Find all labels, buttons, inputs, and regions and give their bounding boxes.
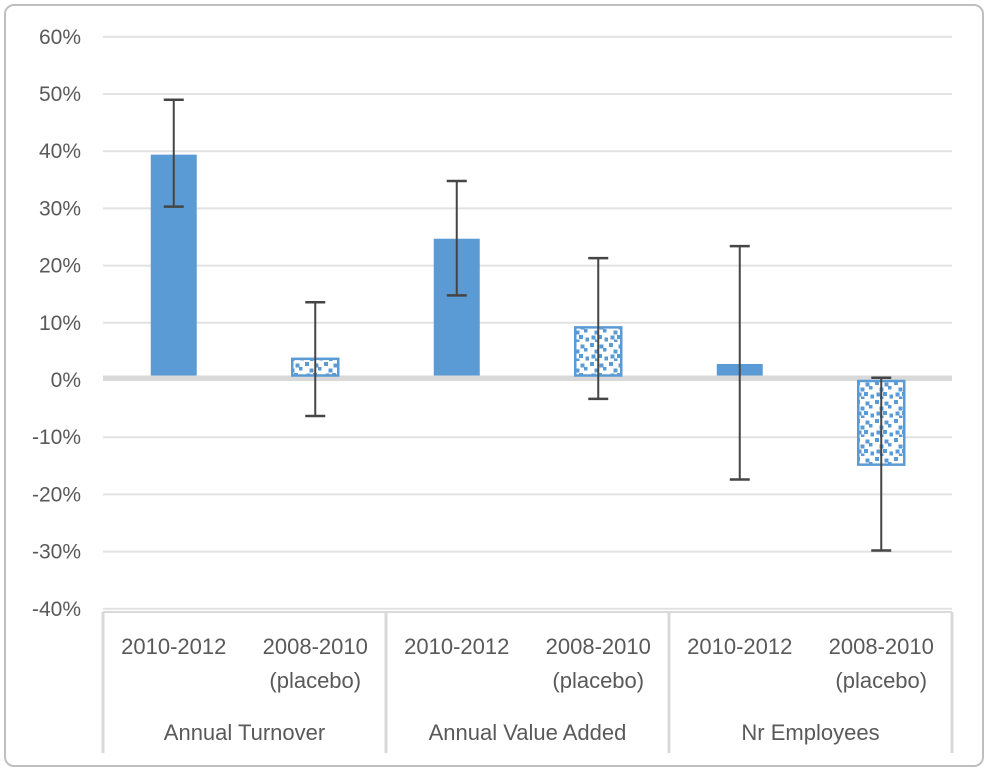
error-bar-annual-value-added-2008-2010-placebo- xyxy=(588,256,609,401)
y-tick-label: -20% xyxy=(32,483,81,506)
period-label: (placebo) xyxy=(552,668,644,693)
group-label-annual-turnover: Annual Turnover xyxy=(164,720,325,745)
error-bar-nr-employees-2008-2010-placebo- xyxy=(871,376,892,552)
error-bar-annual-value-added-2010-2012 xyxy=(446,179,467,297)
y-tick-label: -10% xyxy=(32,426,81,449)
y-tick-label: 60% xyxy=(39,26,81,49)
error-bar-annual-turnover-2008-2010-placebo- xyxy=(305,300,326,418)
y-tick-label: 0% xyxy=(51,369,81,392)
period-label: (placebo) xyxy=(835,668,927,693)
period-label: 2008-2010 xyxy=(263,634,368,659)
period-label: (placebo) xyxy=(269,668,361,693)
zero-axis-line xyxy=(103,375,952,381)
y-tick-label: 40% xyxy=(39,140,81,163)
y-tick-label: 10% xyxy=(39,312,81,335)
y-tick-label: 30% xyxy=(39,197,81,220)
period-label: 2008-2010 xyxy=(829,634,934,659)
y-tick-label: 50% xyxy=(39,83,81,106)
period-label: 2010-2012 xyxy=(687,634,792,659)
y-tick-label: -30% xyxy=(32,541,81,564)
group-label-nr-employees: Nr Employees xyxy=(741,720,879,745)
period-label: 2010-2012 xyxy=(121,634,226,659)
error-bar-annual-turnover-2010-2012 xyxy=(163,98,184,208)
y-tick-label: 20% xyxy=(39,255,81,278)
group-label-annual-value-added: Annual Value Added xyxy=(429,720,627,745)
period-label: 2010-2012 xyxy=(404,634,509,659)
period-label: 2008-2010 xyxy=(546,634,651,659)
y-tick-label: -40% xyxy=(32,598,81,621)
error-bar-nr-employees-2010-2012 xyxy=(729,244,750,481)
